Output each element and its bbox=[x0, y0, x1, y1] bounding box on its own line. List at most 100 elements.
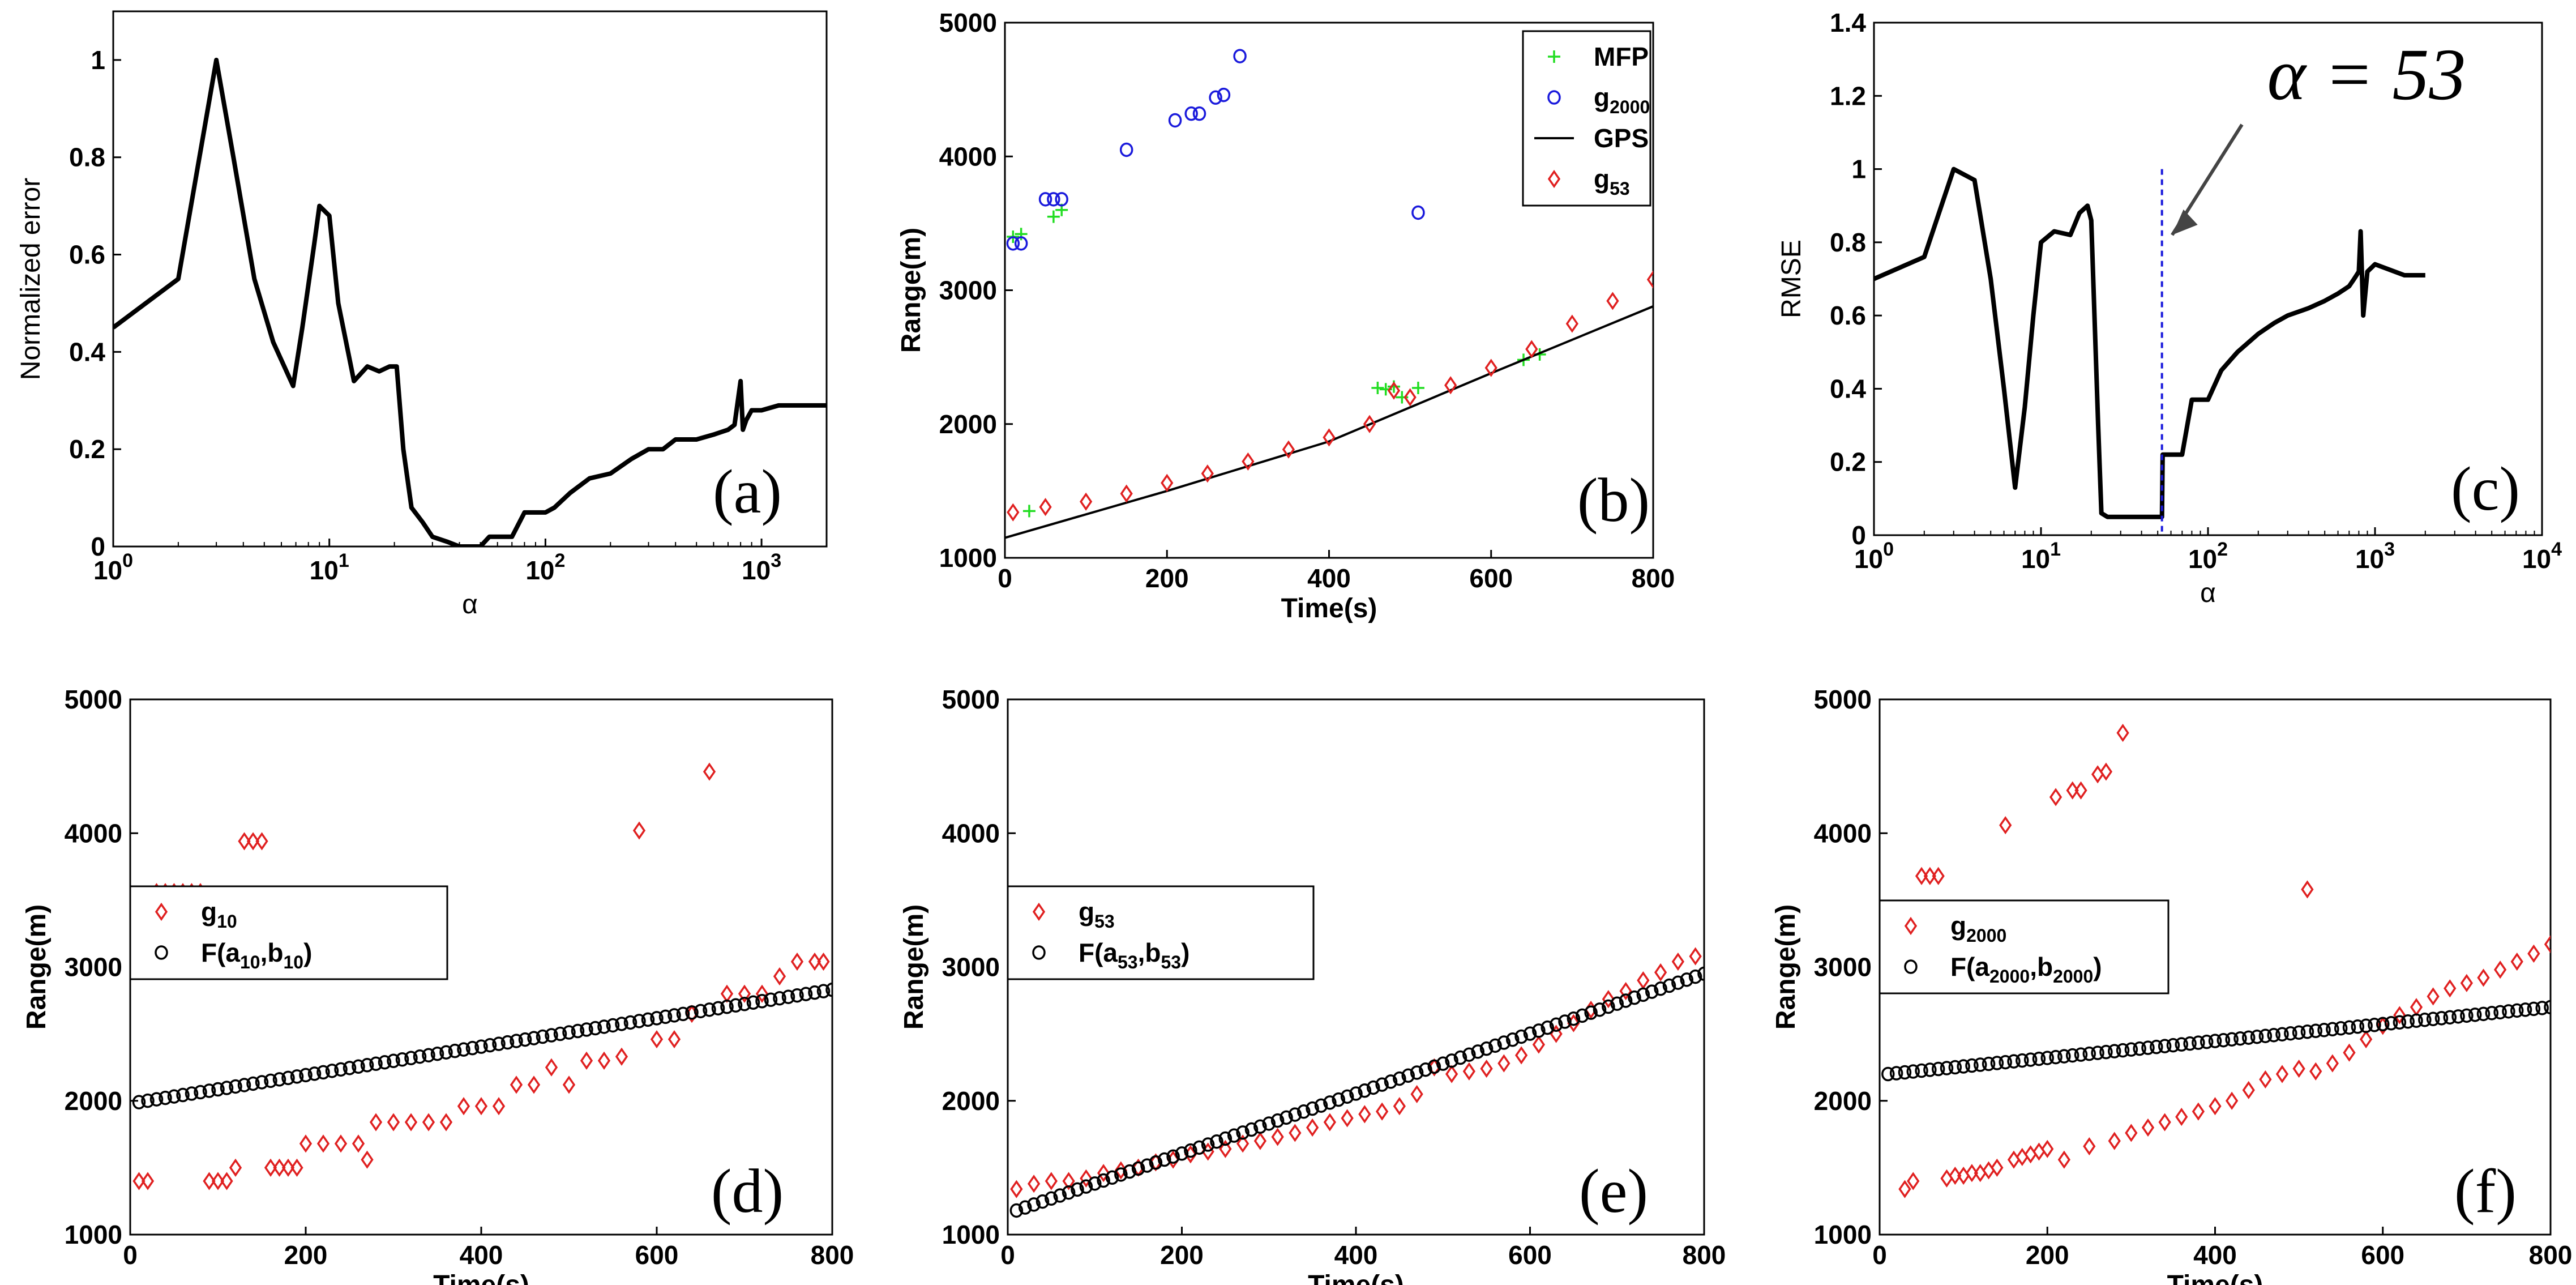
panel-e-xlabel: Time(s) bbox=[1308, 1270, 1404, 1285]
panel-f-legend-name2: ,b bbox=[2030, 952, 2053, 981]
panel-f-ytick-label: 2000 bbox=[1814, 1086, 1872, 1116]
panel-d-series-0-point bbox=[361, 1150, 374, 1169]
panel-f-series-0-point bbox=[2091, 765, 2104, 784]
panel-e-series-0-point bbox=[1480, 1059, 1493, 1078]
panel-e-fit-point bbox=[1488, 1038, 1502, 1053]
panel-f-series-0-point bbox=[2024, 1145, 2037, 1164]
panel-d-legend-box bbox=[129, 885, 448, 980]
panel-e-series-0-point bbox=[1393, 1097, 1406, 1116]
panel-f-series-0-point bbox=[2108, 1132, 2121, 1150]
panel-d-fit-point bbox=[352, 1059, 365, 1074]
panel-f-series-0-point bbox=[2275, 1065, 2289, 1083]
panel-e-fit-point bbox=[1097, 1173, 1110, 1188]
panel-e-legend-label: g53 bbox=[1079, 897, 1115, 932]
panel-f-series-0-point bbox=[2292, 1059, 2305, 1078]
panel-e-legend-box bbox=[1007, 885, 1315, 980]
panel-b-plot-area bbox=[1005, 49, 1653, 539]
panel-f-fit-point bbox=[2091, 1045, 2104, 1060]
panel-f-series-0-point bbox=[2066, 781, 2079, 800]
panel-f-fit-point bbox=[2166, 1038, 2180, 1053]
panel-d-series-0-point bbox=[615, 1047, 628, 1066]
panel-b-xtick-label: 0 bbox=[998, 563, 1012, 593]
panel-a-ytick-label: 1 bbox=[91, 45, 105, 75]
panel-c-ytick-label: 0.2 bbox=[1830, 447, 1866, 477]
panel-c-ytick-label: 0.4 bbox=[1830, 374, 1866, 403]
panel-f-fit-point bbox=[2016, 1053, 2029, 1068]
panel-b-legend-sub: 53 bbox=[1610, 178, 1630, 199]
panel-e-series-0-point bbox=[1062, 1172, 1075, 1190]
panel-b-series-3-point bbox=[1282, 440, 1295, 459]
panel-d-fit-point bbox=[500, 1035, 515, 1050]
panel-e-fit-point bbox=[1358, 1083, 1372, 1098]
panel-d-series-0-point bbox=[229, 1158, 242, 1177]
panel-d-fit-point bbox=[658, 1009, 673, 1024]
panel-d-fit-point bbox=[246, 1076, 260, 1091]
panel-d-series-0-point bbox=[545, 1058, 558, 1077]
panel-d-series-0-point bbox=[667, 1030, 681, 1049]
panel-e-legend-name2: ,b bbox=[1138, 938, 1161, 967]
panel-f-fit-point bbox=[2410, 1013, 2423, 1028]
panel-d-series-0-point bbox=[597, 1051, 611, 1070]
panel-b-ytick-label: 1000 bbox=[939, 543, 997, 573]
panel-c-ytick-label: 1.2 bbox=[1830, 81, 1866, 110]
panel-e-fit-point bbox=[1009, 1203, 1024, 1218]
panel-d-legend-marker bbox=[155, 902, 168, 921]
panel-e-series-0-point bbox=[1619, 981, 1632, 1001]
panel-f-series-0-point bbox=[2343, 1043, 2356, 1062]
panel-f-fit-point bbox=[2284, 1026, 2297, 1041]
panel-f-fit-point bbox=[2040, 1051, 2054, 1065]
panel-a-ytick-label: 0.4 bbox=[69, 337, 105, 366]
panel-a-xtick-base: 10 bbox=[742, 556, 771, 585]
panel-f-plot-area bbox=[1881, 723, 2551, 1198]
panel-e-fit-point bbox=[1035, 1194, 1050, 1209]
panel-a-ytick-label: 0.8 bbox=[69, 143, 105, 172]
panel-f-series-0-point bbox=[2083, 1137, 2096, 1156]
panel-d-legend-name: g bbox=[201, 897, 217, 927]
panel-f-series-0-point bbox=[2125, 1124, 2138, 1142]
panel-d-fit-point bbox=[255, 1075, 269, 1090]
panel-d-legend-tail: ) bbox=[303, 938, 312, 967]
panel-d-series-0-point bbox=[527, 1075, 541, 1094]
panel-f-series-0-point bbox=[1999, 816, 2012, 835]
panel-f-fit-point bbox=[2200, 1034, 2214, 1049]
panel-f-series-0-point bbox=[2510, 952, 2523, 971]
panel-d-fit-point bbox=[641, 1012, 655, 1027]
panel-d-legend-label: g10 bbox=[201, 897, 237, 932]
panel-f-fit-point bbox=[2535, 1001, 2549, 1015]
panel-d-fit-point bbox=[615, 1017, 628, 1031]
panel-f-series-0-point bbox=[2032, 1142, 2046, 1161]
panel-f-fit-point bbox=[2032, 1051, 2046, 1066]
panel-e-fit-point bbox=[1062, 1185, 1076, 1200]
panel-f-legend-tail: ) bbox=[2093, 952, 2102, 981]
panel-d-fit-point bbox=[632, 1014, 646, 1028]
panel-e-fit-point bbox=[1192, 1140, 1206, 1155]
panel-e-xtick-label: 800 bbox=[1683, 1240, 1726, 1270]
panel-b-xlabel: Time(s) bbox=[1281, 594, 1377, 624]
panel-f-fit-point bbox=[1982, 1056, 1996, 1071]
panel-e-fit-point bbox=[1045, 1191, 1058, 1206]
panel-e-legend-marker bbox=[1032, 902, 1046, 921]
panel-e-fit-point bbox=[1636, 987, 1650, 1002]
panel-e-fit-point bbox=[1628, 990, 1641, 1005]
panel-f-xtick-label: 600 bbox=[2361, 1240, 2404, 1270]
panel-e-series-0-point bbox=[1045, 1172, 1058, 1190]
panel-d-legend-name2: ,b bbox=[260, 938, 284, 967]
panel-f-fit-point bbox=[2384, 1016, 2398, 1031]
panel-a-ylabel: Normalized error bbox=[16, 178, 46, 380]
panel-b-series-1-point bbox=[1038, 192, 1052, 207]
panel-c-xtick-label: 101 bbox=[2021, 539, 2061, 574]
panel-d-fit-point bbox=[430, 1046, 444, 1061]
panel-d-fit-point bbox=[422, 1048, 435, 1062]
panel-b-series-3-point bbox=[1201, 464, 1214, 483]
panel-f-series-0-point bbox=[2074, 781, 2087, 800]
panel-f-series-0-point bbox=[2460, 974, 2474, 992]
panel-c-ytick-label: 1.4 bbox=[1830, 8, 1866, 37]
panel-d-fit-point bbox=[149, 1092, 164, 1107]
panel-f-fit-point bbox=[2065, 1048, 2079, 1063]
panel-d-series-0-point bbox=[404, 1113, 418, 1132]
panel-d-fit-point bbox=[553, 1026, 567, 1041]
panel-e-series-0-point bbox=[1236, 1134, 1250, 1153]
panel-f-series-0-point bbox=[2209, 1097, 2222, 1116]
panel-f-fit-point bbox=[2250, 1029, 2264, 1044]
